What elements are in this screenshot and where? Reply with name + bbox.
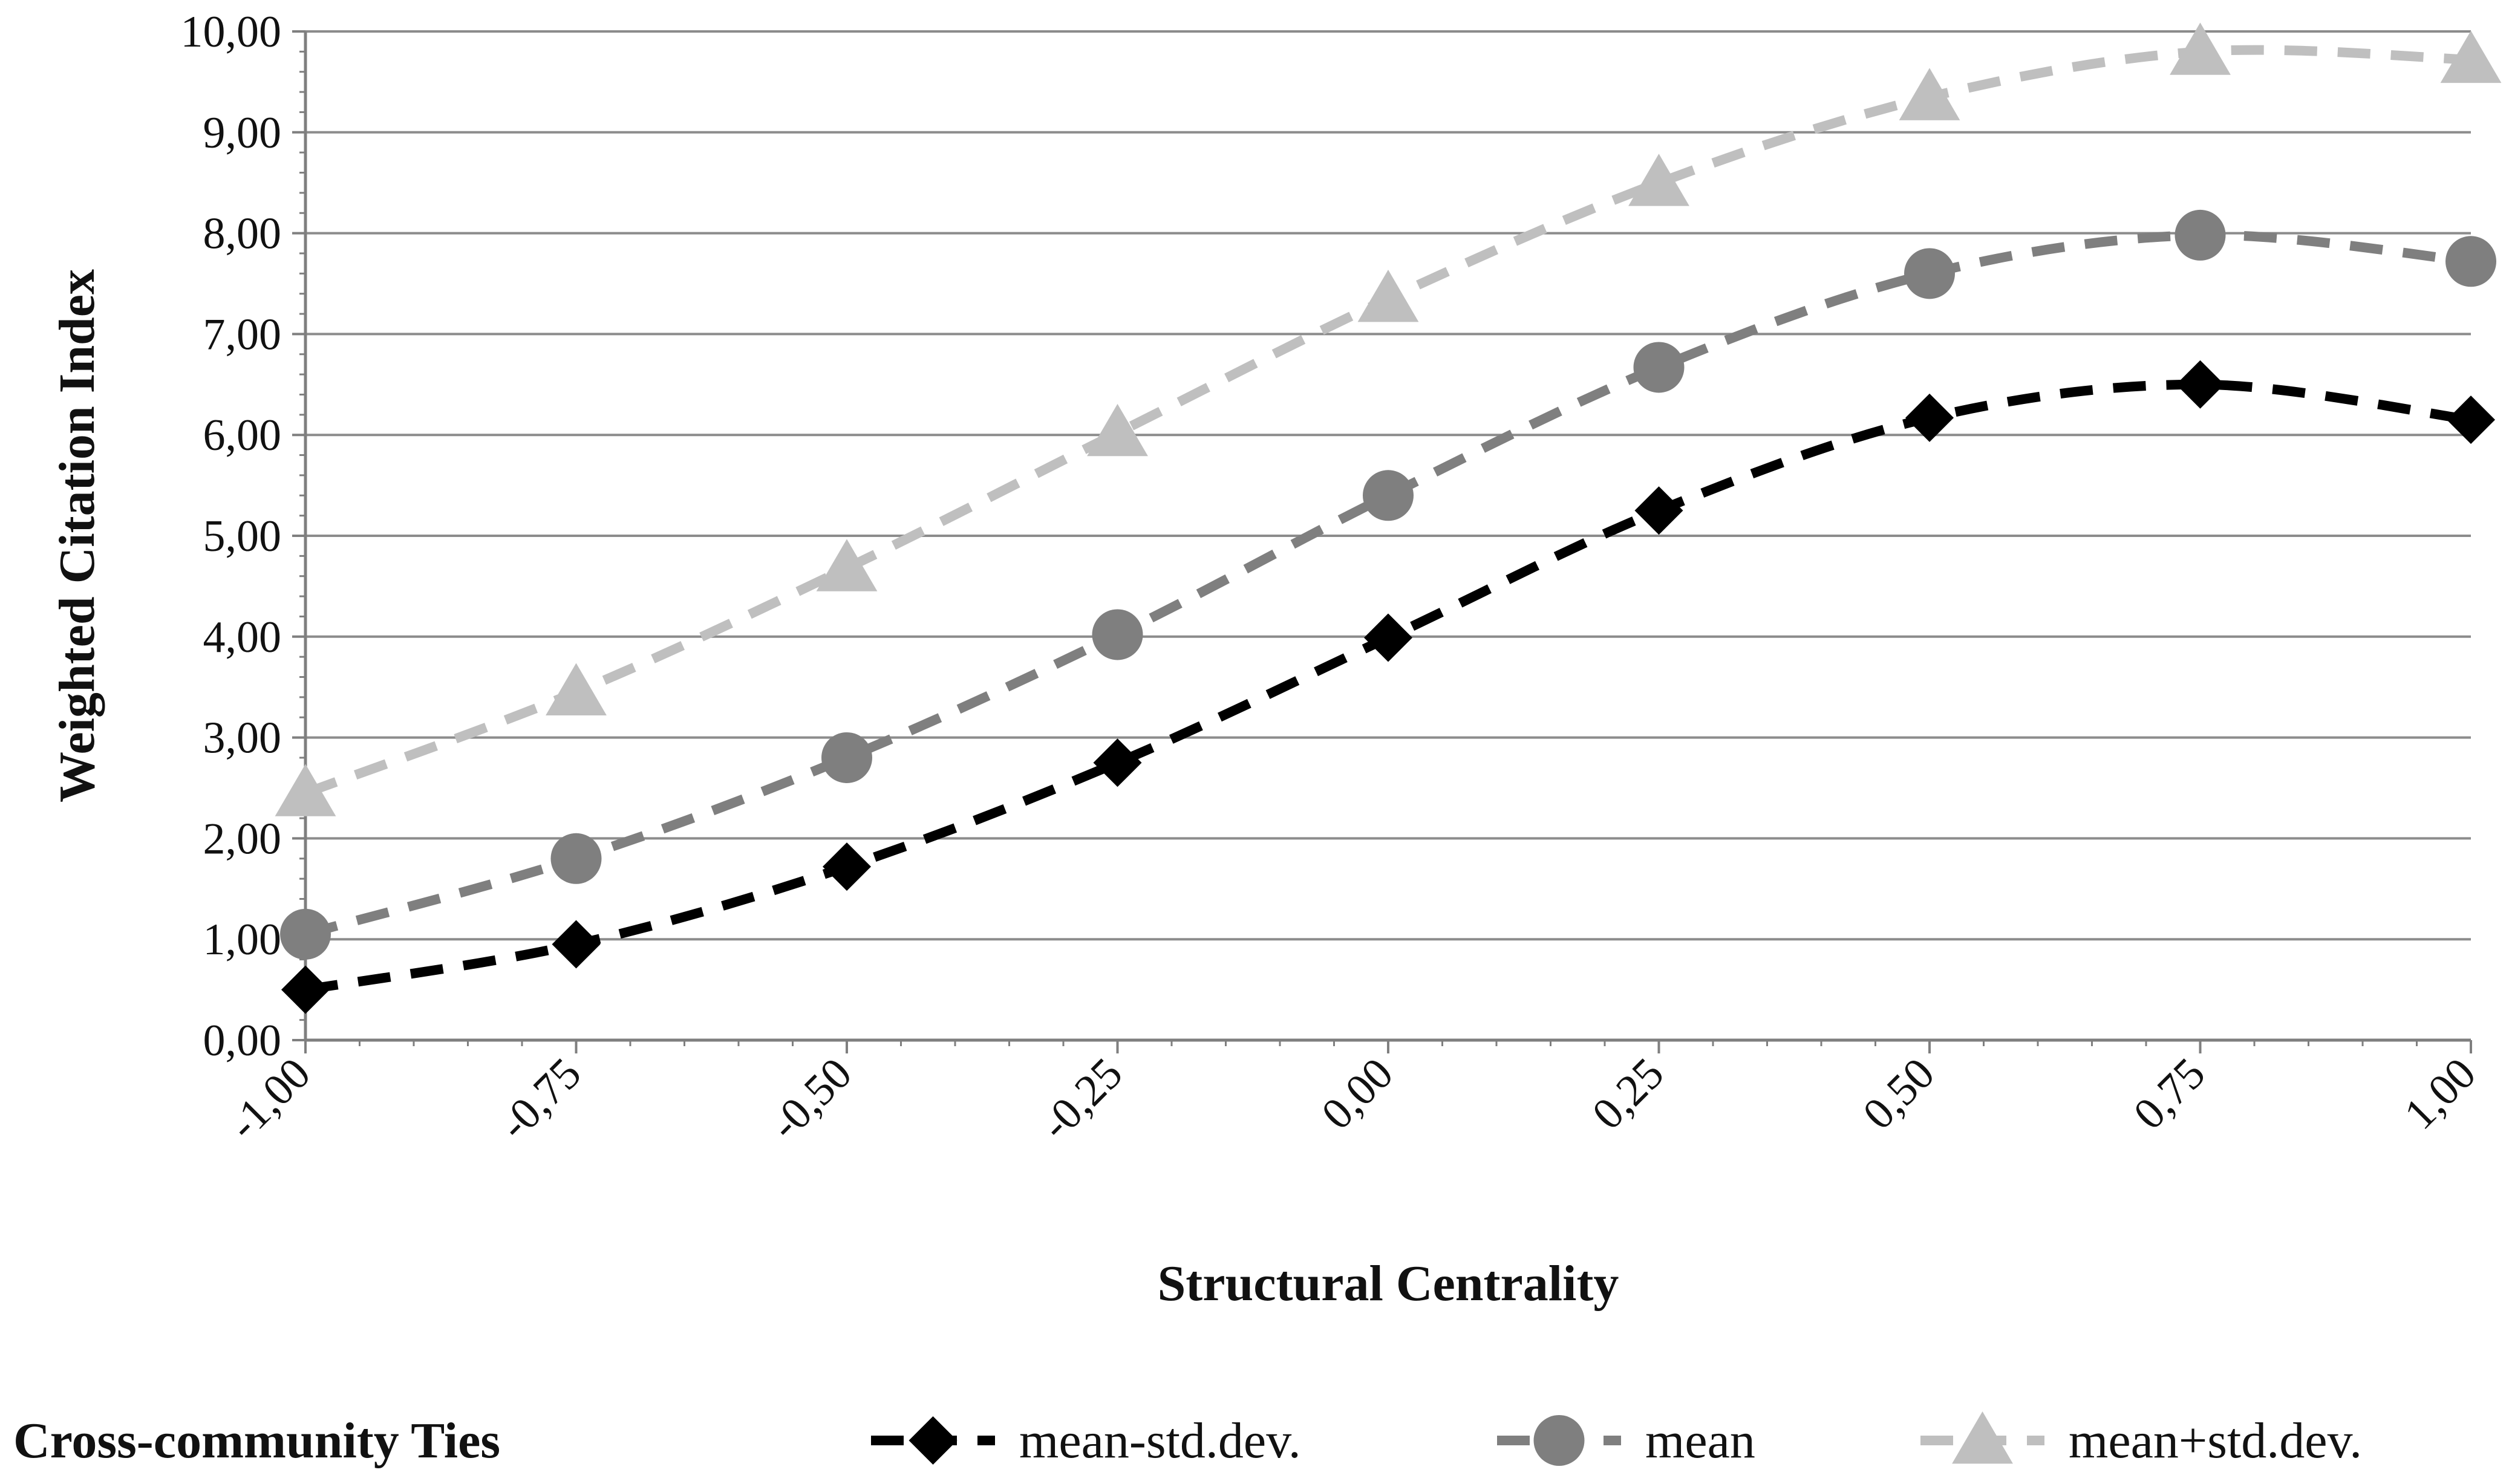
y-tick-label: 7,00 xyxy=(203,310,282,359)
data-point-circle xyxy=(2445,236,2496,287)
data-point-circle xyxy=(821,732,872,783)
legend-title: Cross-community Ties xyxy=(13,1413,500,1469)
data-point-diamond xyxy=(1905,393,1954,442)
data-point-triangle xyxy=(1628,154,1689,206)
x-axis-title: Structural Centrality xyxy=(1158,1255,1619,1312)
data-point-triangle xyxy=(2170,22,2231,75)
data-point-triangle xyxy=(1087,403,1148,457)
legend-swatch-marker xyxy=(909,1416,958,1465)
y-tick-label: 9,00 xyxy=(203,108,282,158)
data-point-triangle xyxy=(1357,270,1419,322)
y-axis-title: Weighted Citation Index xyxy=(49,269,105,802)
legend-label: mean+std.dev. xyxy=(2069,1413,2362,1469)
y-tick-label: 6,00 xyxy=(203,411,282,460)
y-tick-label: 2,00 xyxy=(203,814,282,864)
data-point-circle xyxy=(1363,470,1414,521)
data-point-triangle xyxy=(2440,30,2502,83)
data-point-circle xyxy=(1633,342,1685,393)
y-tick-labels: 0,00 1,00 2,00 3,00 4,00 5,00 6,00 7,00 8,00 9,00… xyxy=(181,7,282,1066)
data-point-triangle xyxy=(1899,68,1960,120)
x-tick-labels: -1,00 -0,75 -0,50 -0,25 0,00 0,25 0,50 0,75 1,00 xyxy=(219,1049,2485,1150)
data-point-circle xyxy=(550,833,602,884)
series-line-triangle xyxy=(304,45,2471,798)
x-tick-label: 0,75 xyxy=(2124,1049,2215,1139)
axes xyxy=(292,30,2472,1053)
data-point-circle xyxy=(280,908,331,960)
data-point-circle xyxy=(1904,248,1955,299)
gridlines xyxy=(305,30,2471,941)
x-tick-label: 0,25 xyxy=(1583,1049,1674,1139)
x-tick-label: 0,50 xyxy=(1853,1049,1944,1139)
x-tick-label: -0,50 xyxy=(760,1049,861,1150)
y-tick-label: 10,00 xyxy=(181,7,282,57)
x-tick-label: 0,00 xyxy=(1312,1049,1403,1139)
data-point-diamond xyxy=(552,920,601,969)
data-point-diamond xyxy=(2447,395,2495,444)
data-point-circle xyxy=(1092,609,1143,660)
legend-label: mean-std.dev. xyxy=(1019,1413,1301,1469)
data-point-triangle xyxy=(275,764,336,816)
data-point-diamond xyxy=(1364,613,1412,662)
series-markers xyxy=(275,22,2502,1014)
legend-swatch-marker xyxy=(1952,1411,2013,1464)
data-point-diamond xyxy=(2176,360,2225,409)
data-point-triangle xyxy=(816,539,878,591)
data-point-diamond xyxy=(281,965,330,1014)
y-tick-label: 5,00 xyxy=(203,512,282,561)
y-tick-label: 4,00 xyxy=(203,613,282,662)
y-tick-label: 1,00 xyxy=(203,915,282,965)
y-tick-label: 3,00 xyxy=(203,714,282,763)
legend-label: mean xyxy=(1645,1413,1755,1469)
y-tick-label: 0,00 xyxy=(203,1016,282,1066)
data-point-diamond xyxy=(823,842,871,891)
series-line-circle xyxy=(304,230,2471,939)
x-tick-label: -0,25 xyxy=(1031,1049,1132,1150)
data-point-diamond xyxy=(1634,486,1683,535)
legend: Cross-community Ties mean-std.dev. mean me… xyxy=(13,1411,2362,1469)
legend-swatch-marker xyxy=(1533,1415,1585,1466)
y-tick-label: 8,00 xyxy=(203,209,282,259)
x-tick-label: 1,00 xyxy=(2395,1049,2485,1139)
data-point-circle xyxy=(2175,209,2226,261)
data-point-diamond xyxy=(1093,738,1142,787)
x-tick-label: -0,75 xyxy=(490,1049,591,1150)
data-point-triangle xyxy=(546,663,607,715)
